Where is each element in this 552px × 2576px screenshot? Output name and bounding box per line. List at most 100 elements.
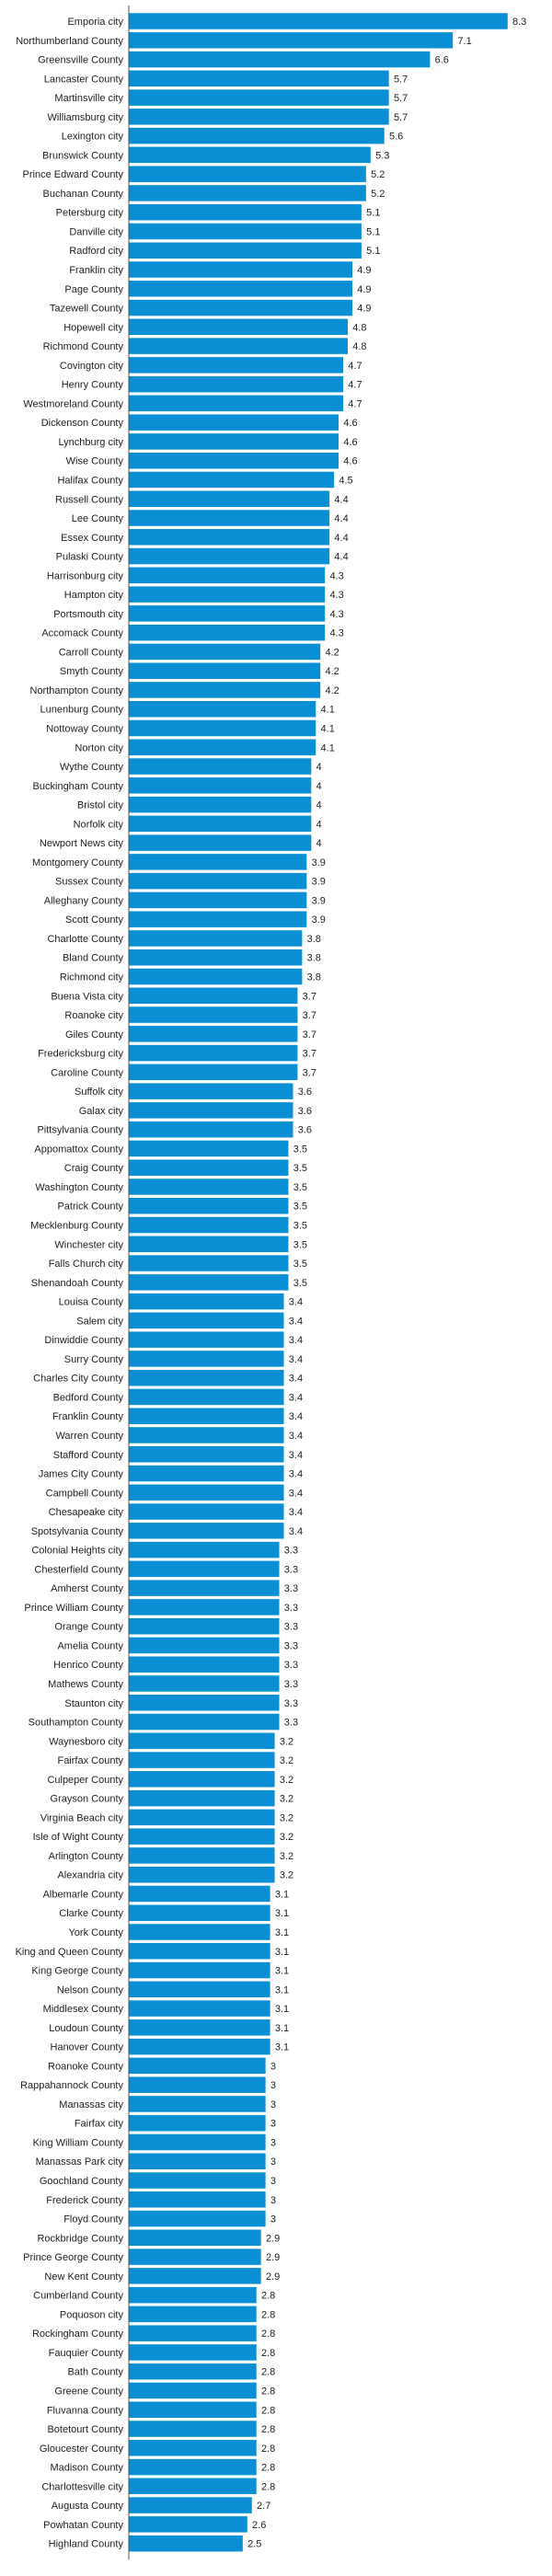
value-label: 3.7	[303, 1067, 316, 1078]
value-label: 3.7	[303, 1029, 316, 1041]
bar	[128, 853, 307, 871]
value-label: 4.3	[329, 628, 343, 639]
value-label: 5.2	[371, 189, 385, 200]
bar	[128, 987, 298, 1005]
category-label: Amelia County	[57, 1640, 123, 1651]
value-label: 4	[316, 838, 322, 849]
value-label: 3	[270, 2176, 276, 2187]
bar	[128, 815, 312, 833]
bar	[128, 1866, 276, 1883]
bar	[128, 1789, 276, 1807]
category-label: Norton city	[75, 742, 123, 753]
bar	[128, 681, 321, 699]
bar	[128, 1254, 289, 1272]
value-label: 2.8	[261, 2386, 275, 2397]
value-label: 2.6	[252, 2520, 266, 2531]
bar	[128, 834, 312, 852]
bar	[128, 1101, 293, 1120]
value-label: 3.9	[312, 877, 326, 888]
category-label: Lunenburg County	[40, 705, 123, 716]
category-label: Williamsburg city	[47, 112, 123, 123]
value-label: 8.3	[512, 17, 526, 28]
category-label: Galax city	[79, 1106, 124, 1117]
value-label: 3.4	[289, 1488, 303, 1499]
value-label: 3.3	[284, 1660, 298, 1671]
value-label: 3.2	[280, 1851, 293, 1862]
category-label: Dickenson County	[41, 418, 124, 429]
category-label: Franklin city	[69, 265, 123, 276]
value-label: 3.2	[280, 1794, 293, 1805]
category-label: Waynesboro city	[49, 1736, 123, 1747]
category-label: Hampton city	[64, 590, 124, 601]
value-label: 4.1	[321, 705, 335, 716]
value-label: 4.2	[325, 647, 339, 658]
bar	[128, 2286, 258, 2304]
category-label: Lancaster County	[44, 74, 124, 85]
bar	[128, 165, 367, 183]
value-label: 3.4	[289, 1297, 303, 1308]
bar	[128, 910, 307, 928]
category-label: Fauquier County	[49, 2348, 124, 2359]
value-label: 3.9	[312, 914, 326, 926]
category-label: Fredericksburg city	[38, 1049, 123, 1060]
bar	[128, 280, 353, 298]
category-label: Albemarle County	[43, 1889, 124, 1900]
category-label: Prince Edward County	[23, 169, 124, 180]
bar	[128, 1598, 281, 1616]
category-label: Petersburg city	[56, 208, 124, 219]
category-label: Portsmouth city	[53, 609, 123, 620]
bar	[128, 1579, 281, 1597]
bar	[128, 2306, 258, 2323]
category-label: Norfolk city	[74, 819, 124, 830]
value-label: 3.5	[293, 1163, 307, 1174]
value-label: 2.8	[261, 2424, 275, 2435]
value-label: 3.7	[303, 991, 316, 1002]
bar	[128, 127, 385, 144]
category-label: Colonial Heights city	[31, 1546, 123, 1557]
category-label: Greene County	[54, 2386, 123, 2397]
bar	[128, 776, 312, 795]
value-label: 2.8	[261, 2309, 275, 2320]
bar	[128, 108, 390, 126]
value-label: 3.3	[284, 1564, 298, 1575]
category-label: Craig County	[64, 1163, 124, 1174]
bar	[128, 1942, 271, 1961]
bar	[128, 1522, 285, 1540]
value-label: 3	[270, 2195, 276, 2206]
category-label: Essex County	[61, 533, 123, 544]
bar	[128, 757, 312, 776]
value-label: 2.8	[261, 2481, 275, 2492]
bar	[128, 661, 321, 680]
bar	[128, 1484, 285, 1501]
value-label: 4.3	[329, 609, 343, 620]
category-label: Rockbridge County	[37, 2233, 123, 2244]
bar	[128, 12, 509, 30]
bar	[128, 2496, 253, 2514]
bar	[128, 1903, 271, 1922]
bar	[128, 1827, 276, 1846]
value-label: 4.7	[348, 380, 362, 391]
category-label: Goochland County	[40, 2176, 124, 2187]
value-label: 3.2	[280, 1870, 293, 1881]
category-label: Northumberland County	[16, 36, 123, 47]
bar	[128, 299, 353, 316]
category-label: Appomattox County	[34, 1144, 123, 1155]
bar	[128, 318, 349, 336]
category-label: Madison County	[51, 2463, 124, 2474]
category-label: Hopewell city	[63, 322, 123, 333]
category-label: Covington city	[60, 361, 124, 372]
category-label: Manassas Park city	[36, 2156, 124, 2168]
bar	[128, 1293, 285, 1310]
category-label: Middlesex County	[43, 2004, 124, 2015]
category-label: James City County	[39, 1469, 124, 1480]
value-label: 5.7	[394, 112, 408, 123]
value-label: 3.4	[289, 1431, 303, 1442]
value-label: 4.2	[325, 666, 339, 677]
category-label: Winchester city	[54, 1239, 123, 1250]
bar	[128, 1637, 281, 1654]
bar	[128, 1140, 289, 1157]
value-label: 3.8	[307, 953, 321, 964]
bar	[128, 241, 362, 259]
bar	[128, 700, 316, 718]
bar	[128, 2343, 258, 2362]
